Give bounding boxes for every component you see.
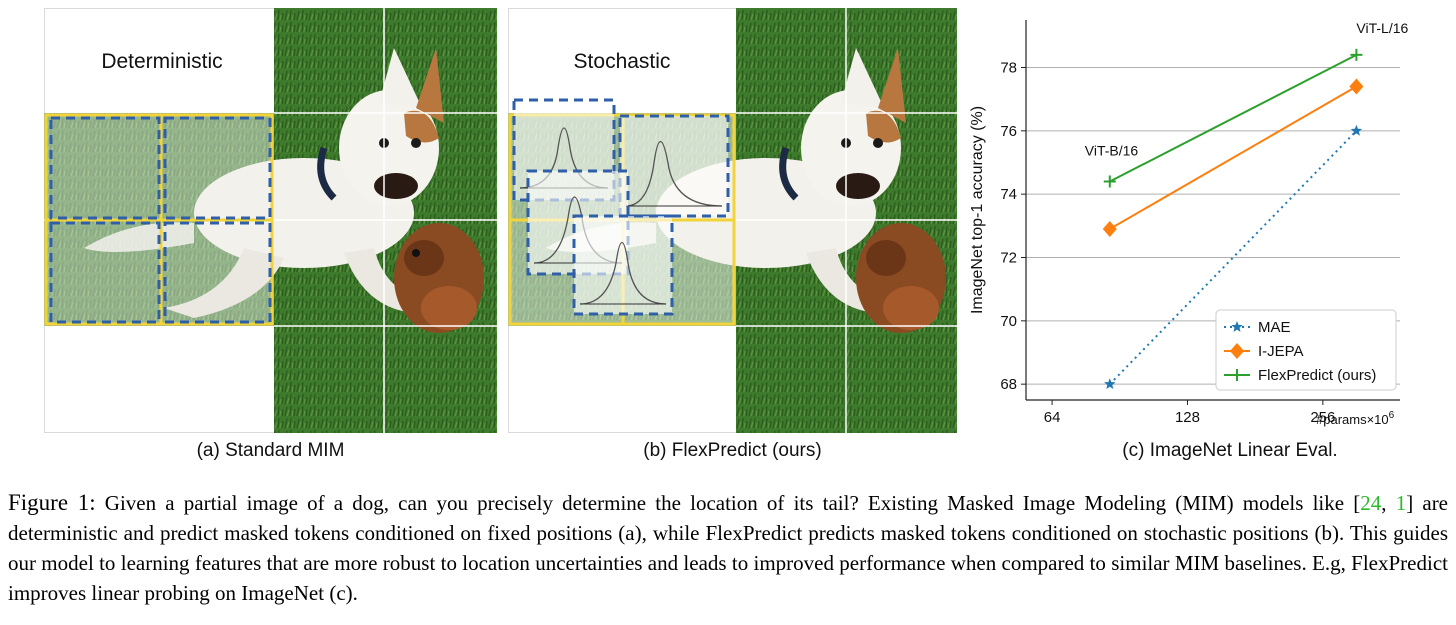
panel-b-label: (b) FlexPredict (ours) <box>643 440 822 461</box>
masked-patches <box>44 113 274 326</box>
legend-entry: MAE <box>1224 319 1291 336</box>
data-point <box>1104 378 1116 389</box>
chart-annotations: ViT-B/16 ViT-L/16 <box>1085 20 1409 159</box>
y-tick-label: 70 <box>1000 313 1017 330</box>
dog-photo-b <box>546 48 906 313</box>
x-tick-label: 128 <box>1175 409 1200 426</box>
chart-series <box>1102 48 1364 389</box>
data-point <box>1349 78 1364 95</box>
series-line <box>1109 85 1357 230</box>
y-tick-label: 74 <box>1000 186 1017 203</box>
legend-marker <box>1230 343 1244 359</box>
citation-link-1[interactable]: 1 <box>1395 491 1407 515</box>
legend-marker <box>1231 369 1243 381</box>
panel-c-label: (c) ImageNet Linear Eval. <box>1122 440 1338 461</box>
panel-b-title: Stochastic <box>574 50 671 73</box>
toy-photo <box>394 223 484 333</box>
x-tick-label: 64 <box>1044 409 1061 426</box>
panel-a-title: Deterministic <box>101 50 222 73</box>
dog-photo <box>84 48 444 318</box>
standard-mim-illustration: Deterministic <box>44 8 497 433</box>
caption-lead: Figure 1: <box>8 490 96 515</box>
caption-text-2: ] are deterministic and predict masked t… <box>8 491 1449 605</box>
x-tick-label: 256 <box>1310 409 1335 426</box>
series-i-jepa <box>1102 78 1364 237</box>
panel-c-chart: 68 70 72 74 76 78 64 128 256 ViT-B/16 ViT-L/16 I… <box>960 0 1456 440</box>
y-tick-label: 72 <box>1000 250 1017 267</box>
y-ticks: 68 70 72 74 76 78 <box>1000 60 1026 393</box>
y-tick-label: 76 <box>1000 123 1017 140</box>
caption-separator: , <box>1381 491 1396 515</box>
data-point <box>1102 221 1117 237</box>
x-axis-unit-label: #params×106 <box>1316 410 1395 427</box>
citation-link-24[interactable]: 24 <box>1360 491 1382 515</box>
legend-label: FlexPredict (ours) <box>1258 367 1376 384</box>
legend-entry: FlexPredict (ours) <box>1224 367 1376 384</box>
x-ticks: 64 128 256 <box>1044 400 1335 426</box>
flexpredict-illustration: Stochastic <box>508 8 957 433</box>
y-axis-label: ImageNet top-1 accuracy (%) <box>969 106 986 314</box>
series-line <box>1109 53 1357 183</box>
stochastic-patches <box>512 98 730 316</box>
series-flexpredict-ours- <box>1103 48 1363 188</box>
legend-label: I-JEPA <box>1258 343 1304 360</box>
series-line <box>1109 130 1358 385</box>
data-point <box>1103 175 1116 188</box>
panel-a-standard-mim: Deterministic <box>44 8 497 433</box>
linear-eval-chart: 68 70 72 74 76 78 64 128 256 ViT-B/16 ViT-L/16 I… <box>969 20 1409 427</box>
chart-axes <box>1025 20 1400 401</box>
series-mae <box>1104 124 1363 389</box>
toy-photo-b <box>856 223 946 333</box>
panel-a-label: (a) Standard MIM <box>196 440 345 461</box>
legend-marker <box>1231 321 1243 332</box>
panel-b-flexpredict: Stochastic <box>508 8 957 433</box>
legend-label: MAE <box>1258 319 1291 336</box>
data-point <box>1350 124 1363 136</box>
chart-legend: MAE I-JEPA FlexPredict (ours) <box>1215 309 1397 391</box>
legend-entry: I-JEPA <box>1224 343 1304 360</box>
data-point <box>1350 48 1363 61</box>
caption-text-1: Given a partial image of a dog, can you … <box>95 491 1361 515</box>
annotation-label: ViT-B/16 <box>1085 143 1139 159</box>
figure-caption: Figure 1: Given a partial image of a dog… <box>8 488 1448 608</box>
annotation-label: ViT-L/16 <box>1356 20 1408 36</box>
y-tick-label: 78 <box>1000 60 1017 77</box>
y-tick-label: 68 <box>1000 376 1017 393</box>
patch-grid-b <box>736 8 957 433</box>
